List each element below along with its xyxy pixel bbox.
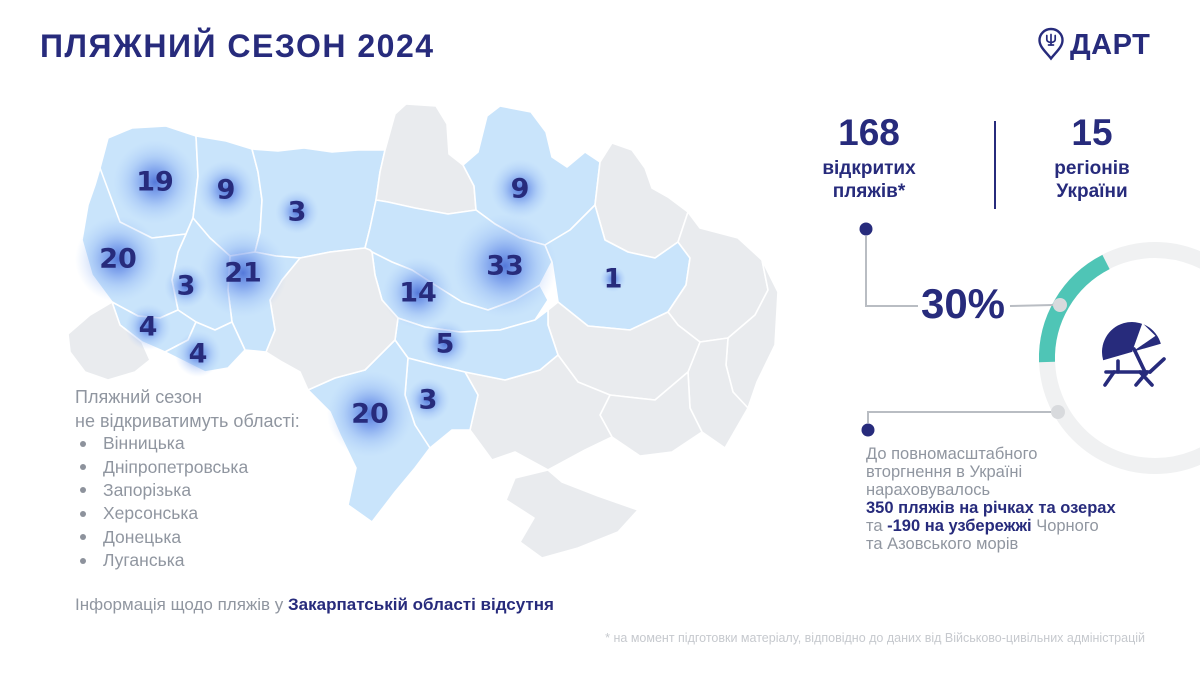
map-count-poltava: 1: [604, 264, 623, 295]
gauge-progress-arc: [1038, 254, 1110, 363]
closed-regions-intro: Пляжний сезон не відкриватимуть області:: [75, 386, 300, 433]
map-count-kirovohrad: 5: [436, 329, 455, 360]
closed-region-name: Херсонська: [103, 503, 199, 524]
pre-invasion-normal-text: нараховувалось: [866, 480, 991, 499]
pre-invasion-line: вторгнення в Україні: [866, 462, 1116, 482]
map-bubble-lviv: [75, 216, 161, 302]
percent-label: 30%: [920, 280, 1006, 327]
map-region-crimea: [505, 469, 639, 559]
pre-invasion-normal-text: та Азовського морів: [866, 534, 1019, 553]
ukraine-beach-map: 19 9 3 9 33 1 14 5 3 20 21 3 20 44: [67, 103, 779, 559]
bullet-dot: [80, 440, 86, 447]
map-bubble-rivne: [196, 160, 256, 220]
gauge-anchor-dot-bottom: [1051, 405, 1065, 419]
map-count-cherkasy: 14: [399, 278, 437, 309]
map-bubble-khmelnytskyi: [198, 228, 288, 318]
connector-dot-note: [861, 423, 875, 437]
pre-invasion-normal-text: та: [866, 516, 888, 535]
closed-region-name: Луганська: [103, 550, 185, 571]
pre-invasion-bold-text: -190 на узбережжі: [887, 516, 1032, 535]
closed-region-name: Дніпропетровська: [103, 456, 249, 477]
closed-region-item: Запорізька: [80, 479, 248, 502]
pre-invasion-line: та Азовського морів: [866, 534, 1116, 554]
map-count-ternopil: 3: [177, 271, 196, 302]
map-bubble-poltava: [600, 266, 626, 292]
pre-invasion-line: нараховувалось: [866, 480, 1116, 500]
page-title: ПЛЯЖНИЙ СЕЗОН 2024: [40, 28, 435, 64]
map-count-khmelnytskyi: 21: [224, 258, 262, 289]
bullet-dot: [80, 487, 86, 494]
bullet-dot: [80, 510, 86, 517]
closed-region-item: Донецька: [80, 526, 248, 549]
bullet-dot: [80, 464, 86, 471]
closed-region-item: Дніпропетровська: [80, 455, 248, 478]
map-bubble-odesa: [327, 371, 413, 457]
map-bubble-zhytomyr: [275, 190, 319, 234]
map-bubbles-layer: 19 9 3 9 33 1 14 5 3 20 21 3 20 44: [75, 140, 626, 457]
pre-invasion-line: та -190 на узбережжі Чорного: [866, 516, 1116, 536]
map-bubble-volyn: [113, 140, 197, 224]
bullet-dot: [80, 557, 86, 564]
stat-open-beaches-label-line2: пляжів*: [832, 181, 906, 202]
stat-open-beaches-label-line1: відкритих: [822, 158, 916, 179]
closed-region-item: Луганська: [80, 549, 248, 572]
map-bubble-kyiv: [453, 214, 557, 318]
pre-invasion-normal-text: До повномасштабного: [866, 445, 1038, 463]
map-bubble-cherkasy: [382, 257, 454, 329]
closed-region-name: Вінницька: [103, 433, 185, 454]
map-bubble-mykolaiv: [406, 378, 450, 422]
logo: ДАРТ: [1036, 26, 1150, 64]
location-pin-trident-icon: [1038, 27, 1064, 61]
map-count-ivano-frankivsk: 4: [139, 312, 158, 343]
beach-umbrella-chair-icon: [1102, 322, 1166, 387]
stat-open-beaches-value: 168: [838, 112, 900, 153]
pre-invasion-line: 350 пляжів на річках та озерах: [866, 498, 1116, 518]
closed-regions-intro-line2: не відкриватимуть області:: [75, 410, 300, 431]
closed-region-name: Запорізька: [103, 479, 192, 500]
connector-dot-stat: [859, 222, 873, 236]
pre-invasion-normal-text: Чорного: [1031, 516, 1099, 535]
connector-lines: [865, 236, 1054, 423]
map-count-zhytomyr: 3: [288, 197, 307, 228]
zakarpattia-note-normal: Інформація щодо пляжів у: [75, 595, 289, 614]
map-count-lviv: 20: [99, 244, 137, 275]
stat-regions-label-line2: України: [1056, 181, 1128, 202]
zakarpattia-note-bold: Закарпатській області відсутня: [288, 595, 554, 614]
stat-regions-label-line1: регіонів: [1054, 158, 1130, 179]
closed-regions-list: Вінницька Дніпропетровська Запорізька Херсо…: [80, 432, 248, 572]
pre-invasion-line: До повномасштабного: [866, 445, 1116, 464]
map-region-sumy: [594, 142, 689, 259]
map-bubble-ivano-frankivsk: [125, 304, 171, 350]
logo-text: ДАРТ: [1070, 28, 1151, 61]
percent-gauge: [859, 222, 1200, 474]
pre-invasion-bold-text: 350 пляжів на річках та озерах: [866, 498, 1116, 517]
map-region-chornobyl-zone: [375, 103, 477, 215]
closed-region-item: Херсонська: [80, 502, 248, 525]
map-count-chernihiv: 9: [511, 174, 530, 205]
stat-open-beaches-label: відкритих пляжів*: [804, 157, 934, 203]
zakarpattia-note: Інформація щодо пляжів у Закарпатській о…: [75, 595, 554, 615]
pre-invasion-text: До повномасштабного вторгнення в Україні н…: [866, 445, 1116, 554]
map-bubble-kirovohrad: [420, 319, 470, 369]
map-count-chernivtsi: 4: [189, 339, 208, 370]
stat-regions-label: регіонів України: [1027, 157, 1157, 203]
pre-invasion-normal-text: вторгнення в Україні: [866, 462, 1023, 481]
gauge-anchor-dot-top: [1053, 298, 1067, 312]
bullet-dot: [80, 534, 86, 541]
closed-regions-intro-line1: Пляжний сезон: [75, 387, 202, 407]
map-bubble-ternopil: [164, 264, 208, 308]
footnote: * на момент підготовки матеріалу, відпов…: [605, 631, 1145, 645]
map-count-mykolaiv: 3: [419, 385, 438, 416]
map-bubble-chernivtsi: [175, 331, 221, 377]
map-count-rivne: 9: [217, 175, 236, 206]
map-count-kyiv: 33: [486, 251, 524, 282]
map-count-odesa: 20: [351, 399, 389, 430]
stats-divider: [994, 121, 996, 209]
closed-region-item: Вінницька: [80, 432, 248, 455]
closed-region-name: Донецька: [103, 526, 182, 547]
map-count-volyn: 19: [136, 167, 174, 198]
stat-regions-value: 15: [1071, 112, 1113, 153]
map-bubble-chernihiv: [490, 159, 550, 219]
